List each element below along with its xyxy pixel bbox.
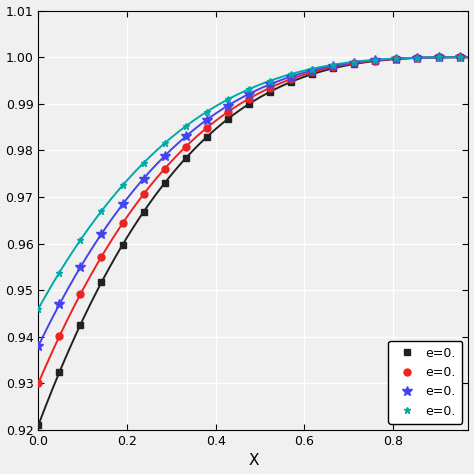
e=0. <box>36 306 41 312</box>
e=0. <box>373 57 378 63</box>
e=0. <box>120 201 126 207</box>
Legend: e=0., e=0., e=0., e=0.: e=0., e=0., e=0., e=0. <box>388 340 462 424</box>
e=0. <box>141 160 146 166</box>
Line: e=0.: e=0. <box>35 54 463 429</box>
e=0. <box>351 59 357 64</box>
Line: e=0.: e=0. <box>35 54 463 387</box>
e=0. <box>288 79 294 85</box>
e=0. <box>373 58 378 64</box>
e=0. <box>457 55 463 60</box>
e=0. <box>288 74 294 80</box>
e=0. <box>204 125 210 131</box>
e=0. <box>436 55 441 60</box>
e=0. <box>162 140 167 146</box>
e=0. <box>309 66 315 72</box>
e=0. <box>225 103 231 109</box>
e=0. <box>267 89 273 95</box>
e=0. <box>162 153 167 159</box>
e=0. <box>267 82 273 87</box>
e=0. <box>36 343 41 349</box>
e=0. <box>246 101 252 107</box>
e=0. <box>56 301 62 307</box>
e=0. <box>204 134 210 140</box>
e=0. <box>436 55 441 60</box>
e=0. <box>225 116 231 122</box>
e=0. <box>36 422 41 428</box>
e=0. <box>330 64 336 70</box>
e=0. <box>246 86 252 92</box>
e=0. <box>373 57 378 63</box>
e=0. <box>457 55 463 60</box>
e=0. <box>99 208 104 214</box>
e=0. <box>415 55 420 61</box>
e=0. <box>78 237 83 243</box>
e=0. <box>393 56 399 62</box>
e=0. <box>393 56 399 62</box>
e=0. <box>162 180 167 186</box>
e=0. <box>120 182 126 188</box>
e=0. <box>267 78 273 83</box>
e=0. <box>330 62 336 68</box>
e=0. <box>183 144 189 149</box>
e=0. <box>36 381 41 386</box>
e=0. <box>415 55 420 61</box>
e=0. <box>141 176 146 182</box>
e=0. <box>225 109 231 115</box>
e=0. <box>457 55 463 60</box>
Line: e=0.: e=0. <box>34 52 465 351</box>
e=0. <box>183 123 189 129</box>
e=0. <box>78 292 83 297</box>
e=0. <box>330 65 336 71</box>
e=0. <box>225 97 231 102</box>
e=0. <box>288 76 294 82</box>
e=0. <box>183 155 189 161</box>
e=0. <box>415 55 420 61</box>
e=0. <box>246 96 252 101</box>
e=0. <box>141 209 146 215</box>
e=0. <box>120 242 126 247</box>
e=0. <box>78 264 83 270</box>
e=0. <box>56 369 62 375</box>
e=0. <box>457 55 463 60</box>
e=0. <box>373 58 378 64</box>
Line: e=0.: e=0. <box>35 54 463 312</box>
e=0. <box>162 166 167 172</box>
e=0. <box>120 220 126 226</box>
e=0. <box>204 109 210 115</box>
e=0. <box>56 270 62 275</box>
e=0. <box>204 117 210 123</box>
e=0. <box>436 55 441 60</box>
e=0. <box>436 55 441 60</box>
e=0. <box>267 85 273 91</box>
e=0. <box>288 71 294 77</box>
e=0. <box>393 55 399 61</box>
X-axis label: X: X <box>248 454 259 468</box>
e=0. <box>351 60 357 65</box>
e=0. <box>351 60 357 66</box>
e=0. <box>56 334 62 339</box>
e=0. <box>393 56 399 62</box>
e=0. <box>99 280 104 285</box>
e=0. <box>141 191 146 197</box>
e=0. <box>351 61 357 67</box>
e=0. <box>99 231 104 237</box>
e=0. <box>78 322 83 328</box>
e=0. <box>183 134 189 139</box>
e=0. <box>246 91 252 97</box>
e=0. <box>415 55 420 61</box>
e=0. <box>99 254 104 259</box>
e=0. <box>309 69 315 75</box>
e=0. <box>309 68 315 73</box>
e=0. <box>330 63 336 69</box>
e=0. <box>309 71 315 77</box>
